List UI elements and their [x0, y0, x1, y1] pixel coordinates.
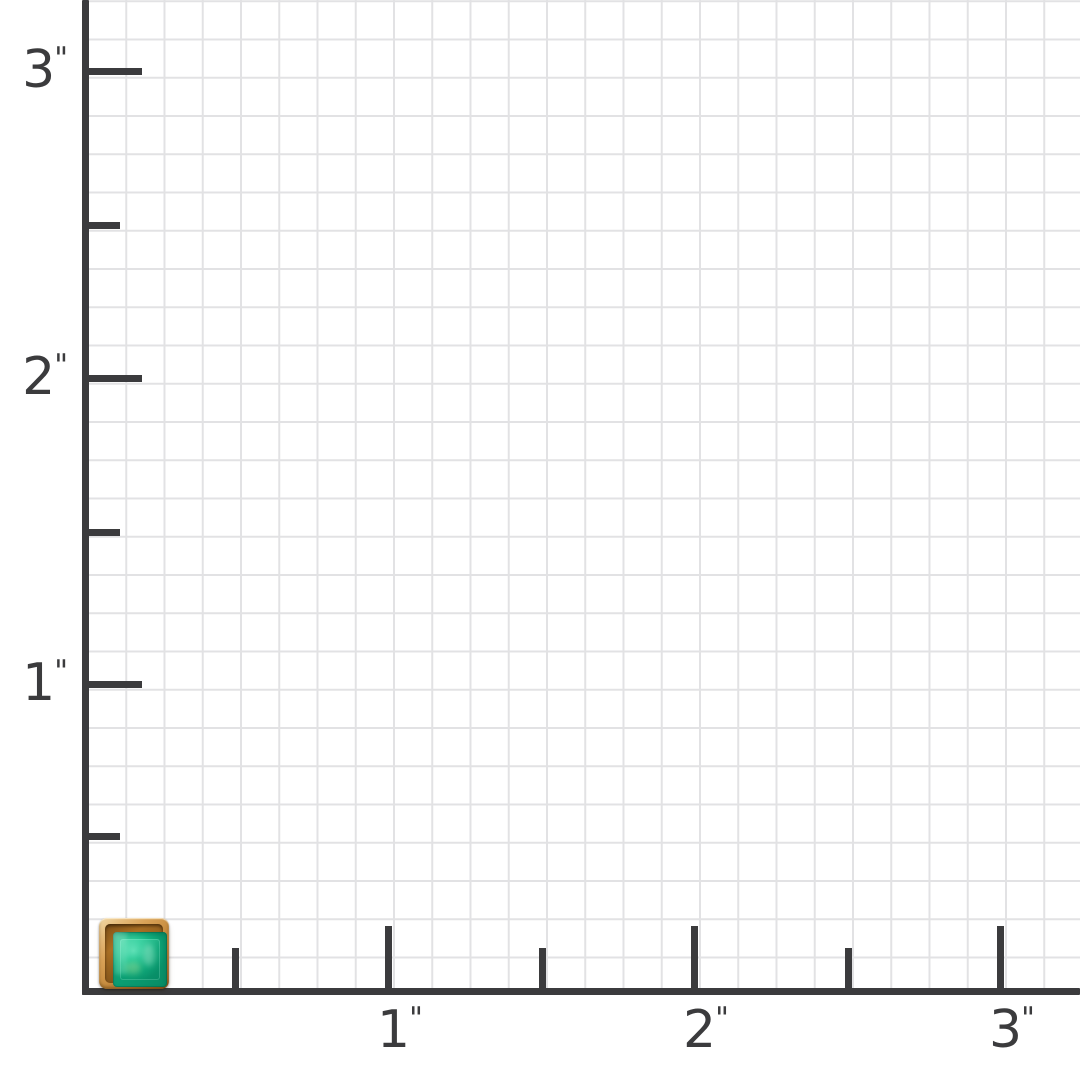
- y-tick-2-5-inch: [88, 222, 120, 229]
- label-number: 3: [22, 40, 55, 100]
- emerald-stone-face: [113, 932, 167, 987]
- y-tick-2-inch: [88, 375, 142, 382]
- label-number: 1: [377, 1000, 410, 1060]
- stone-highlight-lower-left: [125, 962, 141, 974]
- gold-bezel-setting: [99, 918, 169, 989]
- inch-prime-symbol: ": [54, 654, 68, 690]
- y-tick-1-inch: [88, 681, 142, 688]
- y-tick-3-inch: [88, 68, 142, 75]
- bezel-inner-lip: [105, 924, 167, 987]
- x-tick-1-5-inch: [539, 948, 546, 988]
- label-number: 2: [22, 347, 55, 407]
- y-axis-label-3-inch: 3": [22, 44, 68, 96]
- stone-table-facet: [120, 939, 160, 980]
- y-axis-label-2-inch: 2": [22, 351, 68, 403]
- inch-prime-symbol: ": [409, 1001, 423, 1037]
- x-axis-label-2-inch: 2": [683, 1004, 729, 1056]
- x-tick-1-inch: [385, 926, 392, 988]
- label-number: 2: [683, 1000, 716, 1060]
- y-tick-0-5-inch: [88, 833, 120, 840]
- stone-edge-sheen: [115, 934, 127, 974]
- x-axis-label-3-inch: 3": [989, 1004, 1035, 1056]
- y-axis-line: [82, 0, 89, 995]
- x-tick-2-5-inch: [845, 948, 852, 988]
- y-axis-label-1-inch: 1": [22, 657, 68, 709]
- x-tick-3-inch: [997, 926, 1004, 988]
- inch-prime-symbol: ": [1021, 1001, 1035, 1037]
- emerald-gemstone: [99, 918, 169, 990]
- x-axis-line: [82, 988, 1080, 995]
- measurement-grid: [88, 0, 1080, 988]
- x-axis-label-1-inch: 1": [377, 1004, 423, 1056]
- inch-prime-symbol: ": [715, 1001, 729, 1037]
- stone-facet-gradient: [113, 932, 167, 987]
- label-number: 3: [989, 1000, 1022, 1060]
- inch-prime-symbol: ": [54, 41, 68, 77]
- stone-highlight-upper: [143, 944, 155, 966]
- inch-prime-symbol: ": [54, 348, 68, 384]
- label-number: 1: [22, 653, 55, 713]
- x-tick-0-5-inch: [232, 948, 239, 988]
- y-tick-1-5-inch: [88, 529, 120, 536]
- x-tick-2-inch: [691, 926, 698, 988]
